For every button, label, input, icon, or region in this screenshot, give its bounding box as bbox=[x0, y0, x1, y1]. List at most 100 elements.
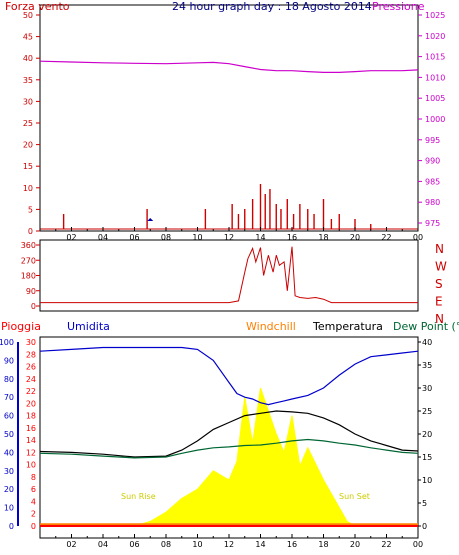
rain-tick-label: 20 bbox=[26, 399, 36, 408]
pressure-tick-label: 1010 bbox=[425, 73, 445, 82]
temperature-tick-label: 10 bbox=[422, 476, 432, 485]
sunset-label: Sun Set bbox=[339, 492, 370, 501]
temperature-tick-label: 0 bbox=[422, 522, 427, 531]
dewpoint-legend: Dew Point (°C bbox=[393, 320, 459, 333]
temperature-line bbox=[39, 410, 419, 458]
temperature-legend: Temperatura bbox=[313, 320, 383, 333]
sunrise-label: Sun Rise bbox=[121, 492, 156, 501]
wind-tick-label: 25 bbox=[23, 119, 33, 128]
temperature-tick-label: 20 bbox=[422, 430, 432, 439]
wind-tick-label: 0 bbox=[28, 227, 33, 236]
wind-tick-label: 35 bbox=[23, 76, 33, 85]
rain-tick-label: 28 bbox=[26, 350, 36, 359]
wind-tick-label: 30 bbox=[23, 97, 33, 106]
pressure-tick-label: 1015 bbox=[425, 53, 445, 62]
pressure-line bbox=[39, 60, 419, 73]
humidity-tick-label: 90 bbox=[4, 356, 14, 365]
temperature-tick-label: 5 bbox=[422, 499, 427, 508]
direction-line bbox=[40, 246, 418, 304]
rain-tick-label: 22 bbox=[26, 387, 36, 396]
windchill-legend: Windchill bbox=[246, 320, 296, 333]
rain-tick-label: 16 bbox=[26, 424, 36, 433]
chart-title: 24 hour graph day : 18 Agosto 2014 bbox=[172, 0, 372, 13]
weather-x-tick-label: 16 bbox=[287, 540, 297, 549]
rain-tick-label: 14 bbox=[26, 436, 36, 445]
humidity-tick-label: 50 bbox=[4, 430, 14, 439]
weather-x-tick-label: 04 bbox=[98, 540, 108, 549]
wind-x-tick-label: 04 bbox=[98, 233, 108, 242]
temperature-tick-label: 30 bbox=[422, 384, 432, 393]
humidity-line bbox=[39, 346, 419, 406]
temperature-tick-label: 40 bbox=[422, 338, 432, 347]
compass-label: W bbox=[435, 260, 447, 274]
wind-x-tick-label: 00 bbox=[413, 233, 423, 242]
rain-tick-label: 8 bbox=[31, 473, 36, 482]
pressure-axis-title: Pressione bbox=[372, 0, 425, 13]
pressure-tick-label: 985 bbox=[425, 177, 440, 186]
weather-x-tick-label: 20 bbox=[350, 540, 360, 549]
direction-tick-label: 90 bbox=[26, 287, 36, 296]
wind-tick-label: 5 bbox=[28, 205, 33, 214]
wind-tick-label: 40 bbox=[23, 54, 33, 63]
series-lines bbox=[39, 60, 419, 527]
weather-x-tick-label: 08 bbox=[161, 540, 171, 549]
wind-x-tick-label: 22 bbox=[381, 233, 391, 242]
wind-x-tick-label: 06 bbox=[129, 233, 139, 242]
wind-tick-label: 10 bbox=[23, 184, 33, 193]
wind-x-tick-label: 14 bbox=[255, 233, 265, 242]
direction-tick-label: 270 bbox=[21, 256, 36, 265]
temperature-tick-label: 35 bbox=[422, 361, 432, 370]
wind-x-tick-label: 10 bbox=[192, 233, 202, 242]
rain-tick-label: 12 bbox=[26, 448, 36, 457]
humidity-tick-label: 40 bbox=[4, 448, 14, 457]
gust-marker bbox=[147, 218, 154, 221]
direction-tick-label: 180 bbox=[21, 272, 36, 281]
pressure-tick-label: 1025 bbox=[425, 11, 445, 20]
humidity-legend: Umidita bbox=[67, 320, 110, 333]
wind-tick-label: 15 bbox=[23, 162, 33, 171]
weather-x-tick-label: 12 bbox=[224, 540, 234, 549]
temperature-tick-label: 15 bbox=[422, 453, 432, 462]
weather-x-tick-label: 10 bbox=[192, 540, 202, 549]
wind-x-tick-label: 08 bbox=[161, 233, 171, 242]
dewpoint-line bbox=[39, 438, 419, 459]
rain-tick-label: 10 bbox=[26, 461, 36, 470]
humidity-tick-label: 0 bbox=[9, 522, 14, 531]
axis-ticks: 5045403530252015105010251020101510101005… bbox=[0, 11, 447, 549]
compass-label: S bbox=[435, 277, 443, 291]
weather-x-tick-label: 18 bbox=[318, 540, 328, 549]
rain-legend: Pioggia bbox=[1, 320, 41, 333]
wind-x-tick-label: 16 bbox=[287, 233, 297, 242]
wind-tick-label: 20 bbox=[23, 141, 33, 150]
weather-x-tick-label: 02 bbox=[66, 540, 76, 549]
wind-x-tick-label: 02 bbox=[66, 233, 76, 242]
compass-label: E bbox=[435, 295, 443, 309]
pressure-tick-label: 990 bbox=[425, 157, 440, 166]
wind-tick-label: 45 bbox=[23, 33, 33, 42]
solar-radiation-area bbox=[134, 387, 357, 527]
humidity-tick-label: 20 bbox=[4, 485, 14, 494]
humidity-tick-label: 80 bbox=[4, 375, 14, 384]
humidity-tick-label: 30 bbox=[4, 467, 14, 476]
weather-x-tick-label: 22 bbox=[381, 540, 391, 549]
weather-x-tick-label: 06 bbox=[129, 540, 139, 549]
compass-label: N bbox=[435, 242, 444, 256]
humidity-tick-label: 70 bbox=[4, 393, 14, 402]
wind-axis-title: Forza vento bbox=[5, 0, 70, 13]
weather-x-tick-label: 00 bbox=[413, 540, 423, 549]
pressure-tick-label: 1005 bbox=[425, 94, 445, 103]
direction-tick-label: 0 bbox=[31, 302, 36, 311]
humidity-tick-label: 10 bbox=[4, 504, 14, 513]
direction-tick-label: 360 bbox=[21, 241, 36, 250]
pressure-tick-label: 995 bbox=[425, 136, 440, 145]
rain-tick-label: 0 bbox=[31, 522, 36, 531]
rain-tick-label: 24 bbox=[26, 375, 36, 384]
temperature-tick-label: 25 bbox=[422, 407, 432, 416]
rain-tick-label: 2 bbox=[31, 510, 36, 519]
pressure-tick-label: 975 bbox=[425, 219, 440, 228]
wind-x-tick-label: 12 bbox=[224, 233, 234, 242]
wind-x-tick-label: 20 bbox=[350, 233, 360, 242]
humidity-tick-label: 60 bbox=[4, 412, 14, 421]
